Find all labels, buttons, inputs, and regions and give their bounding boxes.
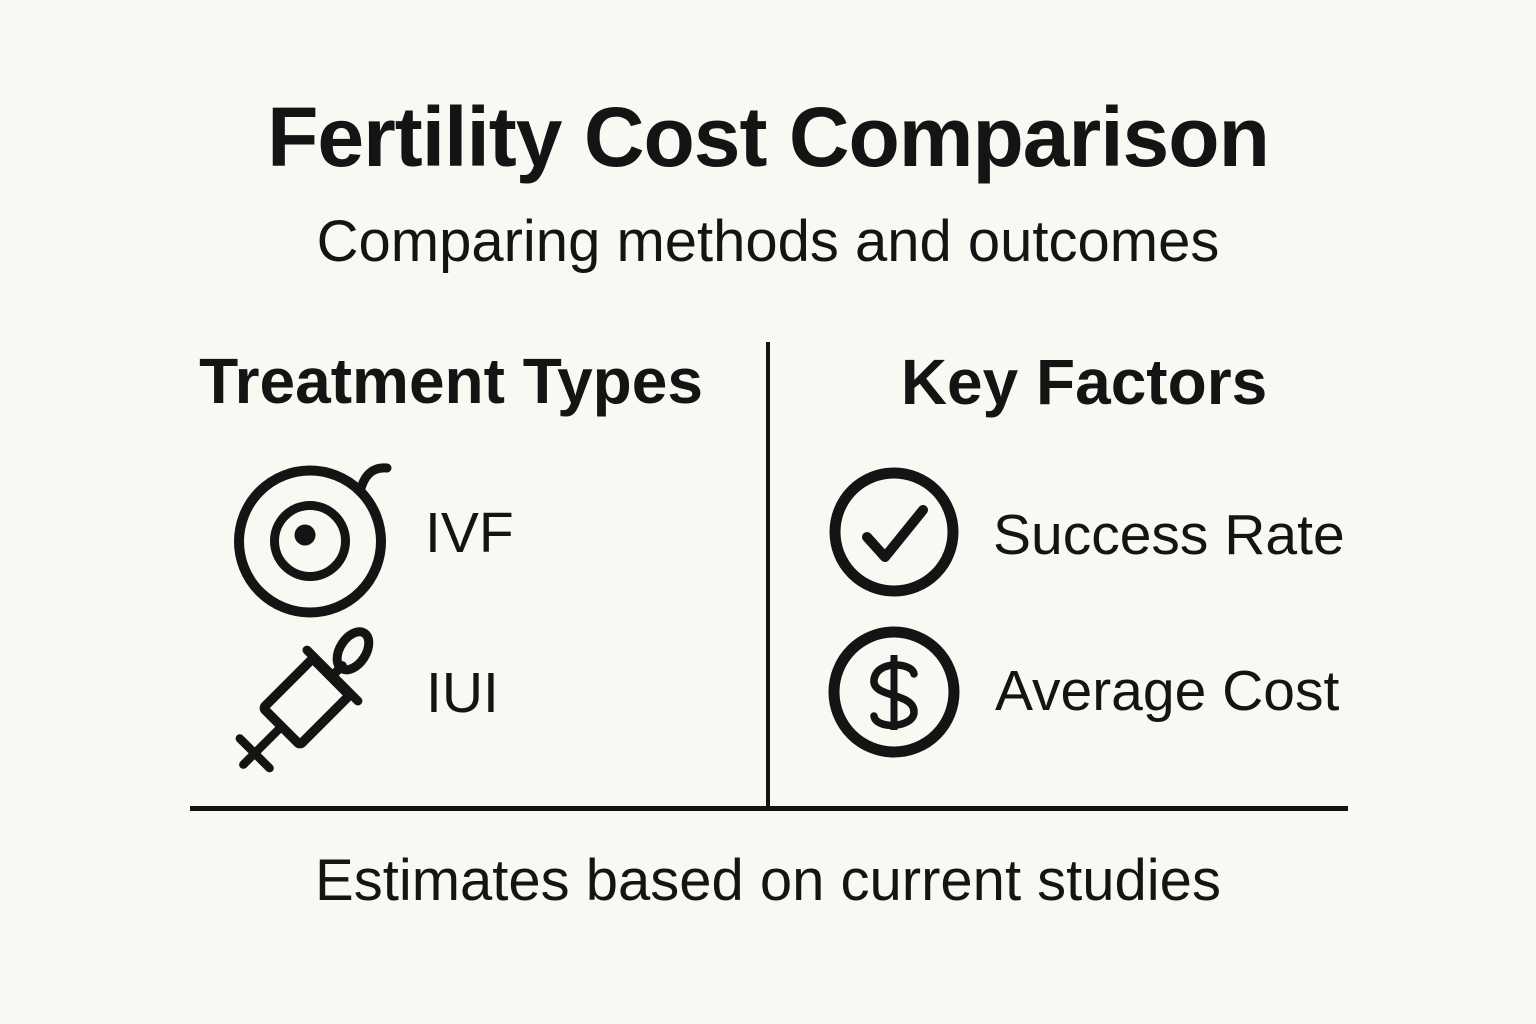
vertical-divider xyxy=(766,342,770,810)
treatment-label-ivf: IVF xyxy=(425,501,514,565)
factor-label-success-rate: Success Rate xyxy=(993,503,1345,567)
factor-label-average-cost: Average Cost xyxy=(995,659,1340,723)
egg-cell-icon xyxy=(225,456,395,626)
footer-note: Estimates based on current studies xyxy=(315,848,1221,913)
treatment-label-iui: IUI xyxy=(426,661,499,725)
left-column-heading: Treatment Types xyxy=(199,345,703,417)
dollar-circle-icon xyxy=(824,622,964,762)
checkmark-circle-icon xyxy=(824,462,964,602)
horizontal-divider xyxy=(190,806,1348,811)
page-title: Fertility Cost Comparison xyxy=(267,90,1270,184)
syringe-icon xyxy=(217,611,397,791)
page-subtitle: Comparing methods and outcomes xyxy=(316,209,1220,274)
right-column-heading: Key Factors xyxy=(900,346,1268,418)
